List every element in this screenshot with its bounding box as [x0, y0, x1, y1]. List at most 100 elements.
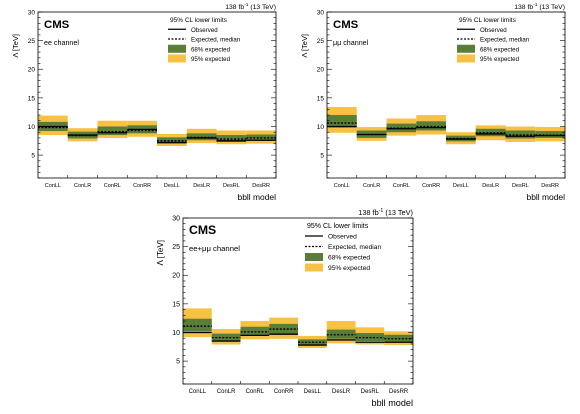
x-tick-label: ConLL [45, 183, 61, 189]
x-tick-label: ConLL [334, 183, 350, 189]
lines-layer [183, 325, 413, 346]
y-tick-label: 5 [31, 153, 35, 160]
x-tick-label: DesRR [252, 183, 270, 189]
x-tick-label: DesLR [482, 183, 499, 189]
lumi-label: 138 fb-1 (13 TeV) [514, 2, 565, 11]
legend-95-swatch [305, 263, 323, 272]
lines-layer [38, 125, 276, 144]
legend-68-swatch [305, 253, 323, 261]
x-axis-label: bbll model [372, 398, 413, 408]
x-tick-label: ConRL [393, 183, 410, 189]
band-68-ConLL [327, 115, 357, 128]
y-tick-label: 20 [317, 67, 325, 74]
legend-title: 95% CL lower limits [459, 17, 517, 24]
plot-frame [326, 11, 566, 179]
legend-expected-label: Expected, median [191, 37, 241, 44]
x-tick-label: DesRL [361, 389, 380, 395]
cms-label: CMS [189, 223, 216, 237]
legend: 95% CL lower limits Observed Expected, m… [168, 17, 241, 63]
chart-panel-combined: 5 10 15 20 25 30 ConLL ConLR ConRL ConRR DesLL Des… [156, 208, 414, 408]
x-tick-label: DesLR [193, 183, 210, 189]
lumi-label: 138 fb-1 (13 TeV) [225, 2, 276, 11]
x-ticks: ConLL ConLR ConRL ConRR DesLL DesLR DesRL DesRR [45, 175, 277, 189]
x-tick-label: DesRL [512, 183, 529, 189]
legend: 95% CL lower limits Observed Expected, m… [305, 223, 381, 272]
cms-label: CMS [44, 19, 70, 31]
chart-panel-mumu: 5 10 15 20 25 30 ConLL ConLR ConRL ConRR DesLL Des… [300, 2, 566, 202]
y-tick-label: 5 [176, 359, 180, 366]
y-axis-label: Λ [TeV] [156, 240, 165, 266]
cms-label: CMS [333, 19, 359, 31]
y-tick-label: 15 [317, 95, 325, 102]
chart-panel-ee: 5 10 15 20 25 30 ConLL ConLR ConRL ConRR DesLL Des… [11, 2, 277, 202]
legend-expected-label: Expected, median [480, 37, 530, 44]
y-axis-label: Λ [TeV] [300, 34, 309, 58]
y-tick-label: 15 [28, 95, 36, 102]
x-axis-label: bbll model [527, 192, 566, 202]
x-tick-label: ConRR [274, 389, 294, 395]
band-68-ConRL [97, 126, 128, 136]
legend-title: 95% CL lower limits [307, 223, 369, 230]
plot-frame [182, 217, 414, 385]
y-tick-label: 10 [317, 124, 325, 131]
legend-expected-label: Expected, median [328, 244, 381, 251]
y-tick-label: 10 [28, 124, 36, 131]
x-tick-label: ConRR [422, 183, 440, 189]
channel-label: ee+μμ channel [189, 244, 240, 253]
legend-68-label: 68% expected [480, 46, 520, 53]
x-tick-label: DesRR [541, 183, 559, 189]
channel-label: μμ channel [333, 39, 369, 47]
y-tick-label: 30 [317, 10, 325, 17]
x-tick-label: ConRR [133, 183, 151, 189]
lumi-label: 138 fb-1 (13 TeV) [358, 208, 413, 217]
x-tick-label: DesLR [332, 389, 351, 395]
y-tick-label: 30 [172, 216, 180, 223]
legend-68-swatch [168, 44, 186, 53]
legend-observed-label: Observed [328, 234, 357, 241]
x-tick-label: ConLR [217, 389, 236, 395]
y-tick-label: 25 [317, 38, 325, 45]
y-axis-label: Λ [TeV] [11, 34, 20, 58]
legend-95-label: 95% expected [480, 56, 520, 63]
y-tick-label: 25 [28, 38, 36, 45]
y-tick-label: 20 [28, 67, 36, 74]
x-axis-label: bbll model [238, 192, 277, 202]
y-tick-label: 5 [320, 153, 324, 160]
y-ticks: 5 10 15 20 25 30 [172, 216, 413, 385]
x-ticks: ConLL ConLR ConRL ConRR DesLL DesLR DesRL DesRR [189, 381, 414, 395]
x-tick-label: DesRR [389, 389, 409, 395]
x-tick-label: ConLR [363, 183, 380, 189]
x-tick-label: ConRL [104, 183, 121, 189]
legend-observed-label: Observed [480, 27, 507, 34]
y-tick-label: 10 [172, 330, 180, 337]
legend-68-swatch [457, 44, 475, 53]
legend-title: 95% CL lower limits [170, 17, 228, 24]
x-tick-label: DesLL [304, 389, 322, 395]
x-tick-label: ConRL [246, 389, 265, 395]
y-tick-label: 25 [172, 244, 180, 251]
y-ticks: 5 10 15 20 25 30 [317, 10, 565, 179]
band-68-ConRL [240, 326, 270, 336]
y-tick-label: 20 [172, 273, 180, 280]
x-tick-label: DesLL [164, 183, 180, 189]
x-tick-label: ConLR [74, 183, 91, 189]
legend-observed-label: Observed [191, 27, 218, 34]
legend-95-label: 95% expected [191, 56, 231, 63]
y-tick-label: 15 [172, 301, 180, 308]
x-tick-label: DesRL [223, 183, 240, 189]
y-tick-label: 30 [28, 10, 36, 17]
band-68-ConLL [183, 318, 212, 332]
y-ticks: 5 10 15 20 25 30 [28, 10, 276, 179]
plot-frame [37, 11, 277, 179]
lines-layer [327, 122, 565, 140]
legend-95-swatch [168, 54, 186, 63]
legend-95-swatch [457, 54, 475, 63]
legend-95-label: 95% expected [328, 265, 370, 272]
x-ticks: ConLL ConLR ConRL ConRR DesLL DesLR DesRL DesRR [334, 175, 566, 189]
channel-label: ee channel [44, 39, 79, 47]
legend-68-label: 68% expected [191, 46, 231, 53]
x-tick-label: ConLL [189, 389, 207, 395]
x-tick-label: DesLL [453, 183, 469, 189]
legend: 95% CL lower limits Observed Expected, m… [457, 17, 530, 63]
